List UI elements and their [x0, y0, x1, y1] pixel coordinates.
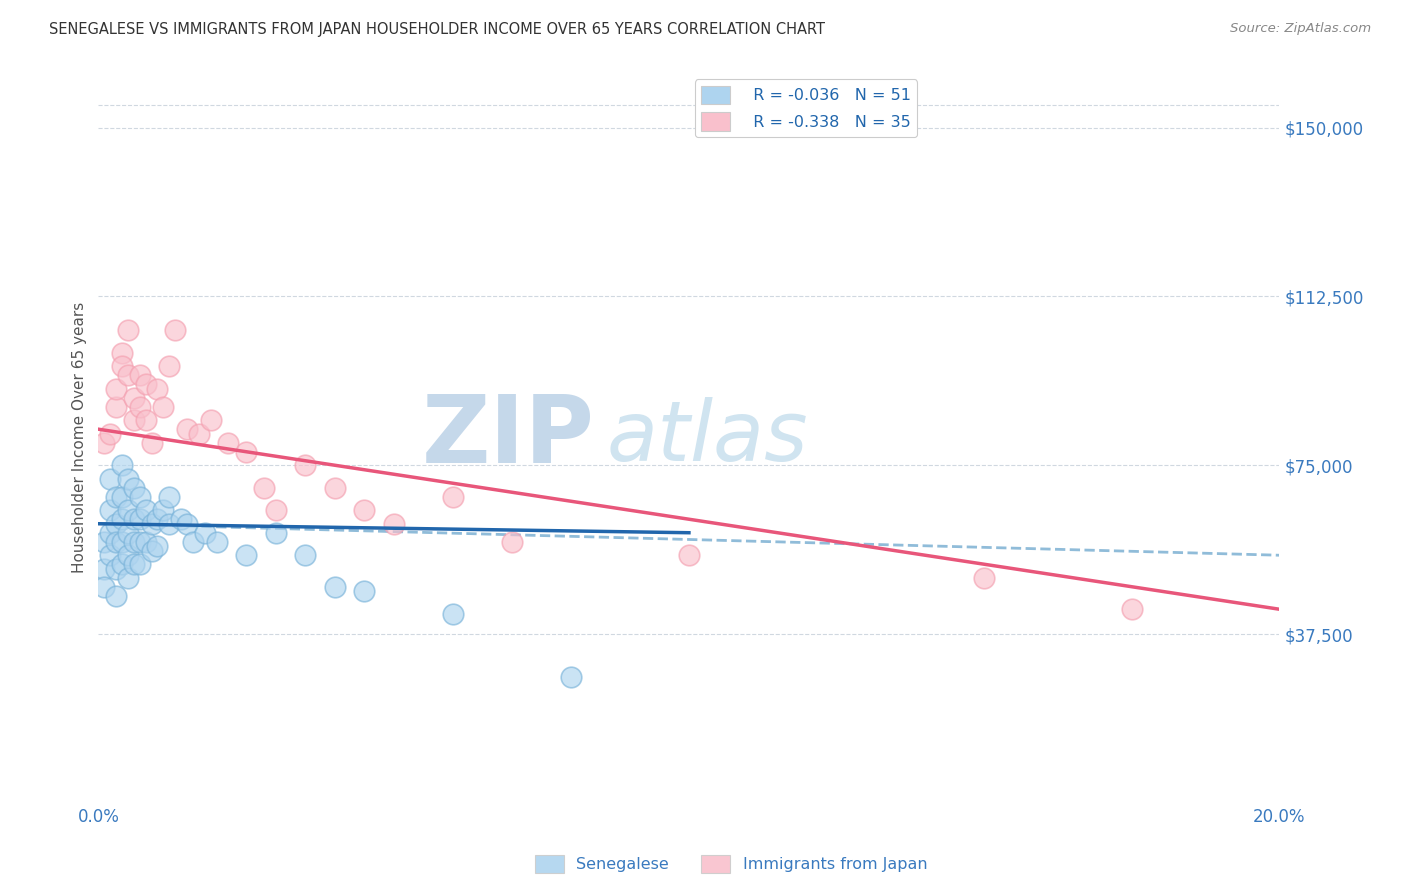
Point	[165, 323, 187, 337]
Point	[93, 580, 115, 594]
Point	[111, 558, 134, 572]
Point	[128, 534, 150, 549]
Point	[235, 444, 257, 458]
Point	[264, 503, 287, 517]
Point	[441, 607, 464, 621]
Point	[194, 525, 217, 540]
Point	[122, 391, 145, 405]
Point	[128, 558, 150, 572]
Point	[323, 580, 346, 594]
Text: Source: ZipAtlas.com: Source: ZipAtlas.com	[1230, 22, 1371, 36]
Point	[128, 490, 150, 504]
Point	[135, 377, 157, 392]
Legend:   R = -0.036   N = 51,   R = -0.338   N = 35: R = -0.036 N = 51, R = -0.338 N = 35	[695, 79, 917, 137]
Point	[117, 548, 139, 562]
Point	[353, 584, 375, 599]
Point	[501, 534, 523, 549]
Point	[141, 435, 163, 450]
Point	[98, 472, 121, 486]
Point	[181, 534, 204, 549]
Point	[111, 512, 134, 526]
Point	[264, 525, 287, 540]
Point	[98, 525, 121, 540]
Point	[128, 368, 150, 383]
Point	[146, 512, 169, 526]
Point	[217, 435, 239, 450]
Point	[122, 558, 145, 572]
Point	[353, 503, 375, 517]
Point	[135, 534, 157, 549]
Point	[141, 543, 163, 558]
Point	[122, 481, 145, 495]
Point	[176, 422, 198, 436]
Point	[117, 525, 139, 540]
Point	[152, 400, 174, 414]
Point	[105, 534, 128, 549]
Point	[187, 426, 209, 441]
Point	[111, 345, 134, 359]
Point	[98, 426, 121, 441]
Legend: Senegalese, Immigrants from Japan: Senegalese, Immigrants from Japan	[529, 848, 934, 880]
Point	[157, 516, 180, 531]
Point	[294, 458, 316, 473]
Point	[117, 472, 139, 486]
Point	[157, 490, 180, 504]
Point	[205, 534, 228, 549]
Point	[128, 400, 150, 414]
Point	[560, 670, 582, 684]
Point	[117, 323, 139, 337]
Point	[157, 359, 180, 374]
Point	[111, 359, 134, 374]
Point	[176, 516, 198, 531]
Point	[111, 534, 134, 549]
Text: atlas: atlas	[606, 397, 808, 477]
Point	[135, 413, 157, 427]
Point	[1121, 602, 1143, 616]
Point	[200, 413, 222, 427]
Point	[170, 512, 193, 526]
Point	[117, 503, 139, 517]
Point	[146, 539, 169, 553]
Point	[382, 516, 405, 531]
Point	[93, 562, 115, 576]
Point	[135, 503, 157, 517]
Point	[141, 516, 163, 531]
Point	[973, 571, 995, 585]
Point	[441, 490, 464, 504]
Point	[117, 571, 139, 585]
Point	[105, 562, 128, 576]
Point	[235, 548, 257, 562]
Point	[128, 512, 150, 526]
Point	[105, 400, 128, 414]
Text: SENEGALESE VS IMMIGRANTS FROM JAPAN HOUSEHOLDER INCOME OVER 65 YEARS CORRELATION: SENEGALESE VS IMMIGRANTS FROM JAPAN HOUS…	[49, 22, 825, 37]
Y-axis label: Householder Income Over 65 years: Householder Income Over 65 years	[72, 301, 87, 573]
Point	[117, 368, 139, 383]
Point	[323, 481, 346, 495]
Point	[111, 458, 134, 473]
Point	[678, 548, 700, 562]
Point	[105, 382, 128, 396]
Point	[98, 503, 121, 517]
Point	[105, 516, 128, 531]
Point	[146, 382, 169, 396]
Point	[93, 435, 115, 450]
Point	[93, 534, 115, 549]
Text: ZIP: ZIP	[422, 391, 595, 483]
Point	[111, 490, 134, 504]
Point	[152, 503, 174, 517]
Point	[122, 413, 145, 427]
Point	[122, 512, 145, 526]
Point	[105, 589, 128, 603]
Point	[253, 481, 276, 495]
Point	[122, 534, 145, 549]
Point	[105, 490, 128, 504]
Point	[98, 548, 121, 562]
Point	[294, 548, 316, 562]
